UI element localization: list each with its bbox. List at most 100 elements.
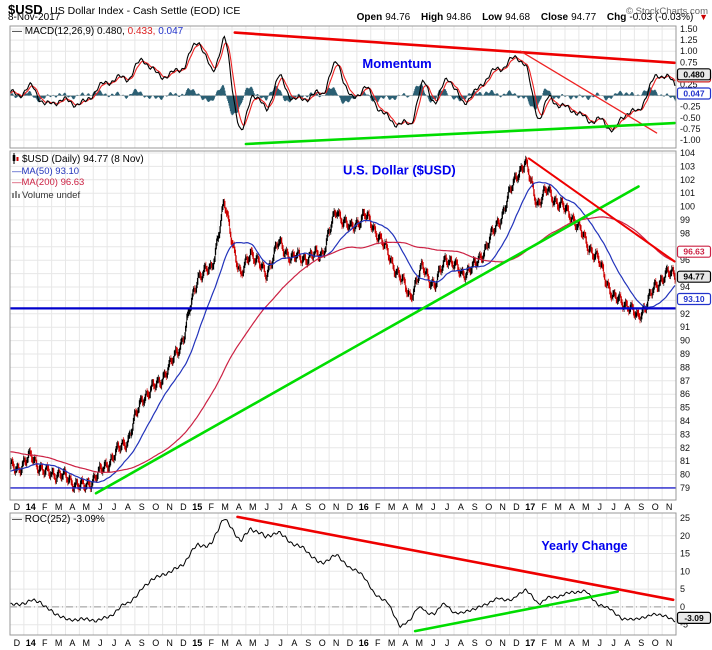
x-axis-month-label: J: [264, 638, 269, 648]
x-axis-month-label: N: [499, 638, 506, 648]
y-axis-tick-label: 15: [680, 549, 690, 559]
x-axis-month-label: N: [666, 502, 673, 512]
y-axis-tick-label: 1.00: [680, 46, 698, 56]
volume-bars-icon: [12, 193, 14, 198]
last-value-text: 94.77: [683, 272, 705, 282]
panel-border: [9, 512, 677, 636]
y-axis-tick-label: 80: [680, 470, 690, 480]
trendline: [236, 515, 675, 602]
last-value-text: 0.047: [683, 89, 705, 99]
last-value-text: 96.63: [683, 247, 705, 257]
x-axis-month-label: M: [416, 638, 424, 648]
y-axis-tick-label: 85: [680, 403, 690, 413]
x-axis-month-label: J: [431, 638, 436, 648]
x-axis-month-label: M: [582, 638, 590, 648]
x-axis-month-label: M: [83, 502, 91, 512]
x-axis-month-label: J: [597, 502, 602, 512]
high-value: 94.86: [446, 12, 472, 23]
y-axis-tick-label: 83: [680, 429, 690, 439]
price-panel: U.S. Dollar ($USD) 79 80 81 82 83 84 85 86 87 88 89…: [9, 148, 712, 501]
x-axis-month-label: A: [458, 638, 464, 648]
y-axis-tick-label: 25: [680, 513, 690, 523]
x-axis-month-label: J: [112, 638, 117, 648]
x-axis-month-label: D: [14, 638, 21, 648]
y-axis-tick-label: 0.75: [680, 57, 698, 67]
x-axis-month-label: A: [125, 638, 131, 648]
y-axis-tick-label: 81: [680, 456, 690, 466]
x-axis-month-label: 16: [359, 502, 369, 512]
x-axis-month-label: O: [485, 638, 492, 648]
y-axis-tick-label: -0.25: [680, 102, 701, 112]
x-axis-month-label: M: [221, 502, 229, 512]
y-axis-tick-label: 91: [680, 322, 690, 332]
x-axis-month-label: F: [541, 502, 547, 512]
symbol: $USD: [8, 2, 43, 17]
y-axis-tick-label: -0.75: [680, 124, 701, 134]
candlestick-icon-body2: [16, 157, 19, 161]
y-axis-tick-label: 1.25: [680, 35, 698, 45]
macd-panel: Momentum 1.501.251.000.75 0.25 -0.25-0.50-0…: [9, 24, 712, 149]
y-axis-tick-label: -5: [680, 620, 688, 630]
y-axis-tick-label: 10: [680, 566, 690, 576]
y-axis-tick-label: 96: [680, 255, 690, 265]
y-axis-tick-label: 5: [680, 584, 685, 594]
x-axis-month-label: J: [98, 502, 103, 512]
last-value-box: [676, 611, 712, 625]
quote-summary: Open 94.76 High 94.86 Low 94.68 Close 94.77 …: [349, 12, 708, 23]
stockcharts-credit: © StockCharts.com: [626, 6, 708, 17]
price-legend-ma200: —MA(200) 96.63: [12, 177, 84, 188]
x-axis-months-lower: D 14 F M A M J J A S O N D 15 F M A M J J A S O N D 16 F M A M J J A S O N D…: [14, 638, 673, 648]
x-axis-month-label: M: [221, 638, 229, 648]
x-axis-month-label: N: [166, 502, 173, 512]
x-axis-month-label: 17: [525, 638, 535, 648]
x-axis-month-label: S: [638, 502, 644, 512]
x-axis-month-label: O: [319, 502, 326, 512]
close-label: Close: [540, 12, 569, 23]
y-axis-tick-label: 100: [680, 202, 695, 212]
x-axis-month-label: J: [445, 638, 450, 648]
candlestick-icon-body: [12, 155, 16, 161]
price-legend-ma50: —MA(50) 93.10: [12, 166, 79, 177]
macd-line: [9, 35, 676, 133]
price-legend-symbol: $USD (Daily) 94.77 (8 Nov): [22, 154, 144, 165]
roc-panel: Yearly Change 25 20 15 10 5 0 -5-3.09 — ROC(252)…: [9, 512, 712, 636]
chart-canvas: Momentum 1.501.251.000.75 0.25 -0.25-0.50-0…: [9, 24, 712, 648]
trendline: [413, 590, 620, 633]
annotation-label: Momentum: [362, 56, 431, 71]
ma50-line: [10, 181, 676, 484]
x-axis-month-label: A: [458, 502, 464, 512]
y-axis-tick-label: 88: [680, 362, 690, 372]
trendline: [244, 121, 676, 146]
x-axis-month-label: S: [305, 638, 311, 648]
y-axis-tick-label: 104: [680, 148, 695, 158]
x-axis-month-label: A: [624, 638, 630, 648]
x-axis-month-label: D: [347, 502, 354, 512]
chart-date: 8-Nov-2017: [8, 12, 61, 23]
y-axis-tick-label: 89: [680, 349, 690, 359]
x-axis-month-label: A: [291, 638, 297, 648]
y-axis-tick-label: 102: [680, 175, 695, 185]
chg-label: Chg: [606, 12, 627, 23]
x-axis-month-label: A: [291, 502, 297, 512]
last-value-text: 0.480: [683, 69, 705, 79]
last-value-box: [676, 68, 712, 81]
x-axis-month-label: J: [431, 502, 436, 512]
x-axis-months-upper: D 14 F M A M J J A S O N D 15 F M A M J J A S O N D 16 F M A M J J A S O N D…: [14, 502, 673, 512]
y-axis-tick-label: 98: [680, 228, 690, 238]
x-axis-month-label: D: [347, 638, 354, 648]
x-axis-month-label: A: [402, 638, 408, 648]
macd-legend: — MACD(12,26,9) 0.480, 0.433, 0.047: [12, 26, 184, 37]
x-axis-month-label: J: [278, 502, 283, 512]
x-axis-month-label: N: [333, 638, 340, 648]
x-axis-month-label: N: [666, 638, 673, 648]
x-axis-month-label: M: [83, 638, 91, 648]
x-axis-month-label: 15: [192, 502, 202, 512]
x-axis-month-label: O: [319, 638, 326, 648]
x-axis-month-label: D: [180, 638, 187, 648]
x-axis-month-label: A: [125, 502, 131, 512]
close-value: 94.77: [571, 12, 597, 23]
x-axis-month-label: J: [98, 638, 103, 648]
volume-bars-icon: [15, 191, 17, 198]
chart-title-group: $USD US Dollar Index - Cash Settle (EOD)…: [8, 1, 240, 19]
